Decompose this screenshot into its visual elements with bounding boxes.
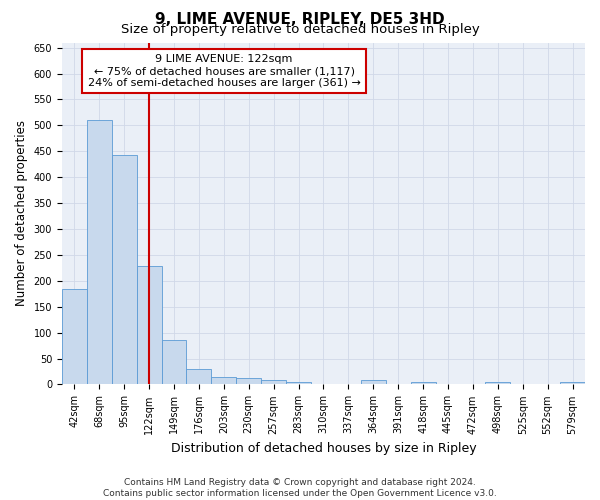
Bar [87, 120, 112, 384]
Bar [286, 382, 311, 384]
Text: 9, LIME AVENUE, RIPLEY, DE5 3HD: 9, LIME AVENUE, RIPLEY, DE5 3HD [155, 12, 445, 28]
Bar [137, 266, 161, 384]
Bar [211, 376, 236, 384]
Text: Contains HM Land Registry data © Crown copyright and database right 2024.
Contai: Contains HM Land Registry data © Crown c… [103, 478, 497, 498]
Bar [187, 369, 211, 384]
Bar [361, 380, 386, 384]
Bar [62, 288, 87, 384]
Bar [112, 155, 137, 384]
Bar [485, 382, 510, 384]
X-axis label: Distribution of detached houses by size in Ripley: Distribution of detached houses by size … [170, 442, 476, 455]
Bar [161, 340, 187, 384]
Text: 9 LIME AVENUE: 122sqm
← 75% of detached houses are smaller (1,117)
24% of semi-d: 9 LIME AVENUE: 122sqm ← 75% of detached … [88, 54, 361, 88]
Bar [560, 382, 585, 384]
Bar [261, 380, 286, 384]
Bar [236, 378, 261, 384]
Text: Size of property relative to detached houses in Ripley: Size of property relative to detached ho… [121, 22, 479, 36]
Y-axis label: Number of detached properties: Number of detached properties [15, 120, 28, 306]
Bar [410, 382, 436, 384]
